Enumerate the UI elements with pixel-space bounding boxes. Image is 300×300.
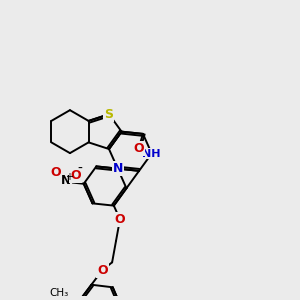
Text: +: + <box>65 172 74 182</box>
Text: O: O <box>115 213 125 226</box>
Text: N: N <box>112 162 123 175</box>
Text: N: N <box>61 174 70 188</box>
Text: O: O <box>97 264 108 277</box>
Text: NH: NH <box>142 148 161 158</box>
Text: -: - <box>78 162 83 176</box>
Text: O: O <box>70 169 81 182</box>
Text: S: S <box>104 108 113 121</box>
Text: CH₃: CH₃ <box>50 288 69 298</box>
Text: O: O <box>133 142 144 155</box>
Text: O: O <box>50 166 61 178</box>
